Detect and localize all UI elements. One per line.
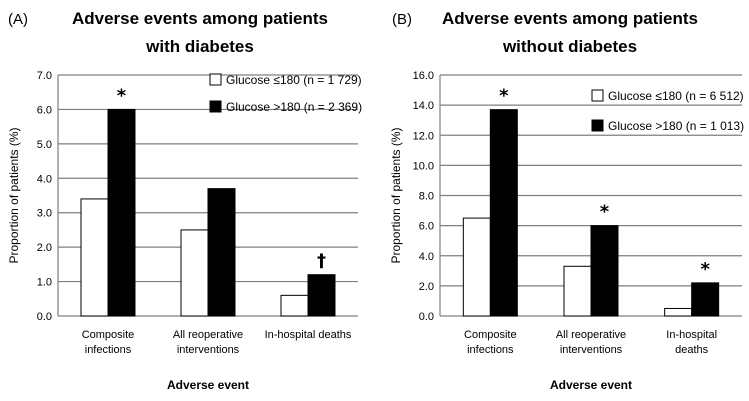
y-tick-label: 1.0 (37, 277, 52, 289)
category-label: interventions (177, 344, 240, 356)
dagger-annotation: † (317, 251, 326, 272)
asterisk-annotation: * (600, 202, 610, 223)
category-label: In-hospital deaths (265, 329, 352, 341)
y-tick-label: 0.0 (419, 311, 434, 323)
category-label: In-hospital (666, 329, 717, 341)
legend-swatch (209, 100, 222, 113)
chart-panel-2: (B) Adverse events among patients without … (389, 9, 744, 392)
legend-label: Glucose ≤180 (n = 1 729) (226, 73, 362, 87)
category-label: infections (467, 344, 514, 356)
y-tick-label: 2.0 (37, 242, 52, 254)
category-label: deaths (675, 344, 709, 356)
asterisk-annotation: * (117, 85, 127, 106)
chart-panel-1: (A) Adverse events among patients with dia… (7, 9, 362, 392)
chart-title-line: without diabetes (502, 37, 637, 56)
legend-swatch (591, 89, 604, 102)
category-label: Composite (464, 329, 517, 341)
legend-label: Glucose >180 (n = 2 369) (226, 100, 362, 114)
bar-glucose-low (563, 265, 592, 317)
bar-glucose-low (462, 217, 491, 317)
asterisk-annotation: * (499, 86, 509, 107)
legend-label: Glucose ≤180 (n = 6 512) (608, 89, 744, 103)
bar-glucose-low (280, 294, 309, 317)
panel-label: (B) (392, 11, 412, 28)
bar-glucose-high (489, 109, 518, 317)
bar-glucose-low (180, 229, 209, 317)
y-tick-label: 3.0 (37, 208, 52, 220)
legend-swatch (209, 73, 222, 86)
bar-glucose-low (80, 198, 109, 317)
asterisk-annotation: * (700, 259, 710, 280)
y-tick-label: 8.0 (419, 191, 434, 203)
y-tick-label: 10.0 (413, 160, 434, 172)
bar-glucose-high (307, 274, 336, 317)
legend-swatch (591, 119, 604, 132)
y-tick-label: 6.0 (37, 104, 52, 116)
category-label: All reoperative (556, 329, 626, 341)
y-tick-label: 4.0 (419, 251, 434, 263)
category-label: interventions (560, 344, 623, 356)
category-label: All reoperative (173, 329, 243, 341)
y-tick-label: 0.0 (37, 311, 52, 323)
category-label: Composite (82, 329, 135, 341)
y-axis-label: Proportion of patients (%) (389, 127, 403, 263)
category-label: infections (85, 344, 132, 356)
chart-title-line: Adverse events among patients (72, 9, 328, 28)
y-tick-label: 4.0 (37, 173, 52, 185)
bar-glucose-low (664, 307, 693, 317)
y-axis-label: Proportion of patients (%) (7, 127, 21, 263)
bar-glucose-high (590, 225, 619, 317)
bar-glucose-high (691, 282, 720, 317)
y-tick-label: 2.0 (419, 281, 434, 293)
bar-glucose-high (107, 108, 136, 317)
y-tick-label: 7.0 (37, 70, 52, 82)
y-tick-label: 6.0 (419, 221, 434, 233)
y-tick-label: 12.0 (413, 130, 434, 142)
y-tick-label: 5.0 (37, 139, 52, 151)
x-axis-label: Adverse event (167, 378, 249, 392)
y-tick-label: 16.0 (413, 70, 434, 82)
legend-label: Glucose >180 (n = 1 013) (608, 119, 744, 133)
y-tick-label: 14.0 (413, 100, 434, 112)
chart-title-line: with diabetes (145, 37, 254, 56)
chart-title-line: Adverse events among patients (442, 9, 698, 28)
x-axis-label: Adverse event (550, 378, 632, 392)
panel-label: (A) (8, 11, 28, 28)
bar-glucose-high (207, 188, 236, 317)
